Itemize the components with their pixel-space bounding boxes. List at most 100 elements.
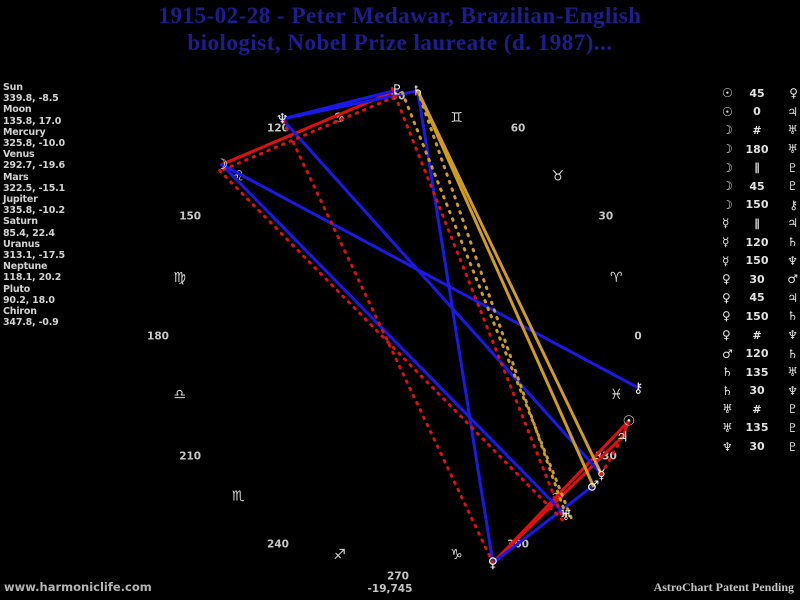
aspect-row: ♆ 30 ♇ [722,437,798,456]
aspect-line-mercury-saturn [416,89,603,476]
aspect-planet2-glyph: ♄ [787,235,798,250]
aspect-planet2-glyph: ♄ [787,346,798,361]
aspect-code: # [752,328,762,342]
planet-name: Sun [3,82,23,93]
planet-name: Mercury [3,126,46,138]
aspect-code: ∥ [754,216,760,230]
aspect-code: 30 [749,440,765,454]
planet-name: Jupiter [3,194,38,206]
aspect-planet1-glyph: ☉ [722,104,733,119]
aspect-code: 45 [749,179,765,193]
zodiac-glyph-sagittarius: ♐ [333,547,346,563]
aspect-row: ☉ 45 ♀ [722,84,798,103]
planet-glyph-moon: ☽ [215,157,228,173]
degree-tick-180: 180 [147,331,169,343]
aspect-row: ☽ 45 ♇ [722,177,798,196]
aspect-row: ♀ 30 ♂ [722,270,798,289]
aspect-row: ♀ 150 ♄ [722,307,798,326]
chart-title-line1: 1915-02-28 - Peter Medawar, Brazilian-En… [158,3,642,28]
zodiac-glyph-gemini: ♊ [450,110,463,126]
aspect-row: ♄ 135 ♅ [722,363,798,382]
planet-name: Mars [3,171,29,183]
aspect-planet2-glyph: ♆ [787,383,798,398]
aspect-planet2-glyph: ♃ [787,104,798,119]
planet-position-value: 322.5, -15.1 [3,182,65,194]
aspect-planet2-glyph: ♅ [787,142,798,157]
degree-tick-270: 270 [387,571,409,583]
aspect-planet2-glyph: ♇ [787,160,798,175]
aspect-row: ♂ 120 ♄ [722,344,798,363]
aspect-planet2-glyph: ♆ [787,328,798,343]
aspect-planet1-glyph: ☽ [722,142,733,157]
planet-position-value: 313.1, -17.5 [3,250,65,262]
aspect-code: ∥ [754,161,760,175]
aspect-row: ☿ 150 ♆ [722,251,798,270]
planet-position-value: 85.4, 22.4 [3,227,55,239]
aspect-planet1-glyph: ♀ [722,272,731,287]
aspect-planet2-glyph: ♅ [787,365,798,380]
aspect-row: ♅ # ♇ [722,400,798,419]
aspect-row: ♄ 30 ♆ [722,382,798,401]
degree-tick-30: 30 [599,211,614,223]
aspect-row: ♀ # ♆ [722,326,798,345]
zodiac-glyph-libra: ♎ [173,387,186,403]
aspect-planet1-glyph: ♅ [722,402,733,417]
zodiac-glyph-pisces: ♓ [610,387,623,403]
degree-tick-150: 150 [179,211,201,223]
aspect-planet1-glyph: ☽ [722,160,733,175]
planet-position-value: 135.8, 17.0 [3,115,62,127]
aspect-code: 150 [745,309,769,323]
aspect-code: 0 [753,105,761,119]
aspect-planet2-glyph: ♆ [787,253,798,268]
chart-title-line2: biologist, Nobel Prize laureate (d. 1987… [187,30,613,55]
aspect-line-venus-saturn [416,89,495,565]
planet-name: Saturn [3,216,38,228]
aspect-row: ♅ 135 ♇ [722,419,798,438]
aspect-planet2-glyph: ♂ [787,272,798,287]
aspect-row: ☉ 0 ♃ [722,103,798,122]
aspect-line-saturn-uranus [416,89,568,518]
aspect-planet2-glyph: ♇ [787,179,798,194]
planet-name: Uranus [3,238,40,250]
planet-glyph-jupiter: ♃ [616,429,629,445]
planet-positions-list: Sun 339.8, -8.5 Moon 135.8, 17.0 Mercury 325.… [3,82,121,328]
aspect-planet1-glyph: ☽ [722,197,733,212]
planet-name: Pluto [3,283,31,295]
aspect-planet2-glyph: ♇ [787,439,798,454]
aspect-row: ☿ ∥ ♃ [722,214,798,233]
aspect-line-mars-saturn [416,89,595,488]
aspect-row: ☽ ∥ ♇ [722,158,798,177]
planet-glyph-pluto: ♇ [391,83,404,99]
aspect-code: 135 [745,421,769,435]
aspect-planet1-glyph: ♀ [722,309,731,324]
planet-glyph-uranus: ♅ [560,508,573,524]
aspect-code: 135 [745,365,769,379]
aspect-planet1-glyph: ☿ [722,216,730,231]
aspect-planet2-glyph: ♃ [787,290,798,305]
aspect-line-venus-neptune [280,117,495,565]
aspect-line-moon-uranus [218,168,566,524]
aspect-line-neptune-pluto [280,88,399,121]
chart-title: 1915-02-28 - Peter Medawar, Brazilian-En… [0,2,800,56]
zodiac-glyph-scorpio: ♏ [232,488,245,504]
aspect-code: # [752,402,762,416]
aspect-planet1-glyph: ☿ [722,253,730,268]
aspect-planet2-glyph: ♄ [787,309,798,324]
aspect-planet2-glyph: ⚷ [789,197,798,212]
bottom-extra-label: -19,745 [368,583,413,595]
planet-glyph-chiron: ⚷ [633,380,643,396]
planet-glyph-mercury: ☿ [597,467,606,483]
brand-text: AstroChart Patent Pending [653,580,794,594]
planet-position-value: 335.8, -10.2 [3,205,65,217]
planet-name: Moon [3,104,32,116]
planet-glyph-mars: ♂ [587,478,600,494]
aspect-line-sun-jupiter [620,419,631,439]
planet-position-value: 339.8, -8.5 [3,93,59,105]
aspect-code: 120 [745,235,769,249]
aspect-code: 150 [745,198,769,212]
degree-tick-60: 60 [511,123,526,135]
aspect-code: 30 [749,384,765,398]
aspect-list: ☉ 45 ♀ ☉ 0 ♃ ☽ # ♅ ☽ 180 ♅ ☽ ∥ ♇ ☽ 45 ♇ ☽ 150 ⚷ ☿ ∥ ♃ ☿ 120 ♄ ☿ 150 ♆… [722,84,798,456]
degree-tick-0: 0 [634,331,641,343]
zodiac-glyph-capricorn: ♑ [450,547,463,563]
